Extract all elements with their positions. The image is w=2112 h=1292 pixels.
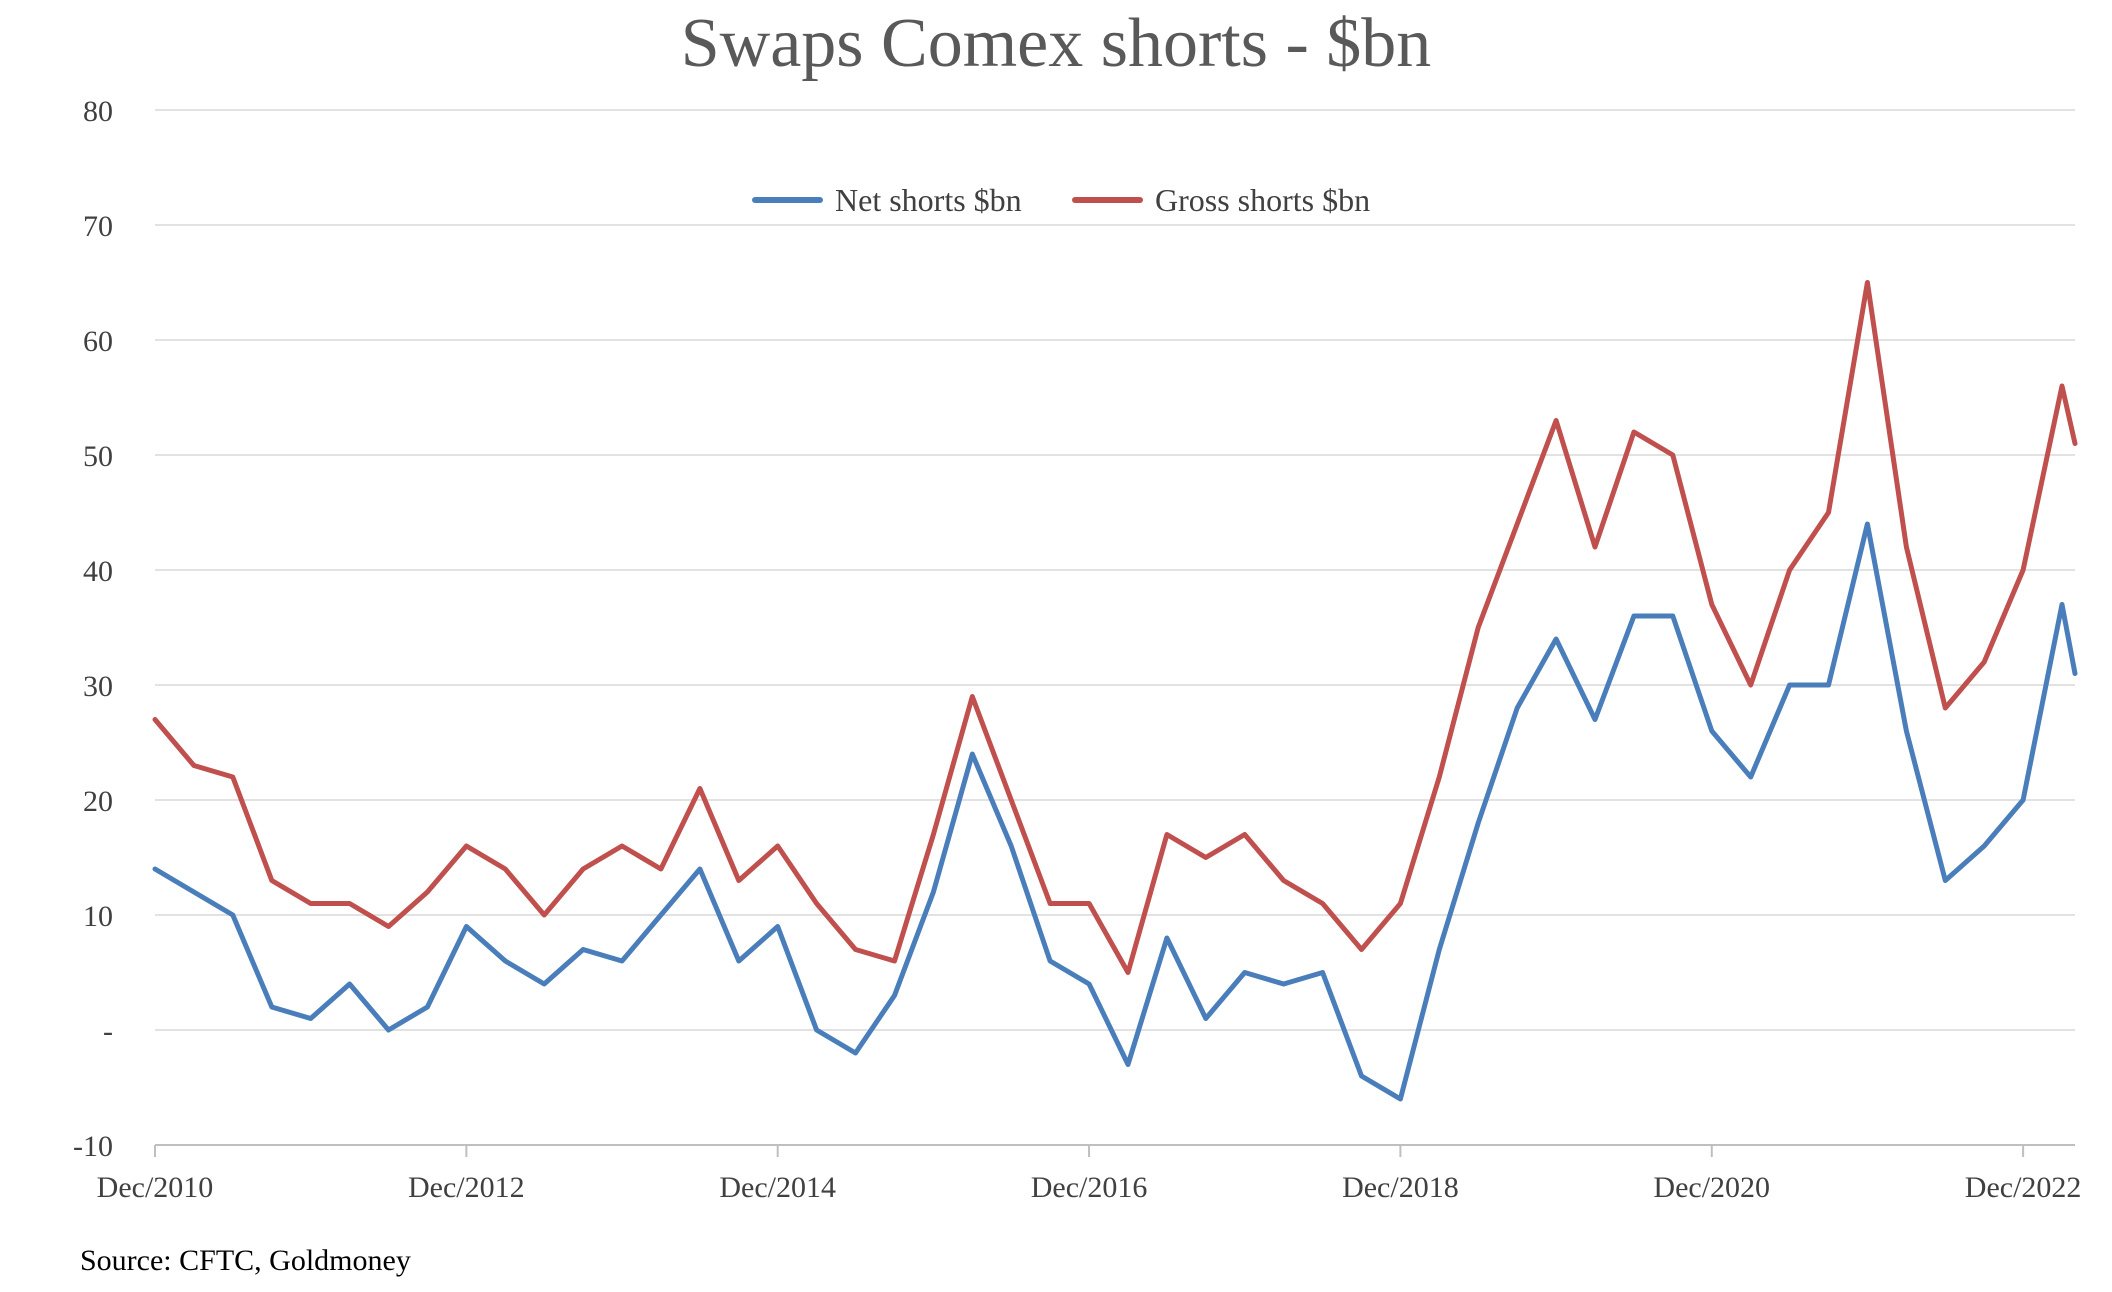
y-tick-label: 20	[83, 785, 113, 818]
y-tick-label: -	[103, 1015, 113, 1048]
x-tick-label: Dec/2018	[1342, 1171, 1459, 1204]
source-note: Source: CFTC, Goldmoney	[80, 1244, 411, 1277]
x-tick-label: Dec/2016	[1031, 1171, 1148, 1204]
y-tick-label: 30	[83, 670, 113, 703]
x-tick-label: Dec/2014	[719, 1171, 836, 1204]
chart-title: Swaps Comex shorts - $bn	[680, 5, 1432, 82]
legend-label: Net shorts $bn	[835, 182, 1022, 218]
y-tick-label: 80	[83, 95, 113, 128]
y-tick-label: 40	[83, 555, 113, 588]
x-tick-label: Dec/2020	[1653, 1171, 1770, 1204]
series-line-0	[152, 521, 2078, 1102]
x-tick-label: Dec/2010	[97, 1171, 214, 1204]
y-tick-label: -10	[73, 1130, 113, 1163]
y-tick-label: 70	[83, 210, 113, 243]
y-tick-label: 10	[83, 900, 113, 933]
x-tick-label: Dec/2022	[1965, 1171, 2082, 1204]
legend-label: Gross shorts $bn	[1155, 182, 1370, 218]
series-line-1	[152, 280, 2078, 975]
y-tick-label: 50	[83, 440, 113, 473]
y-tick-label: 60	[83, 325, 113, 358]
x-tick-label: Dec/2012	[408, 1171, 525, 1204]
